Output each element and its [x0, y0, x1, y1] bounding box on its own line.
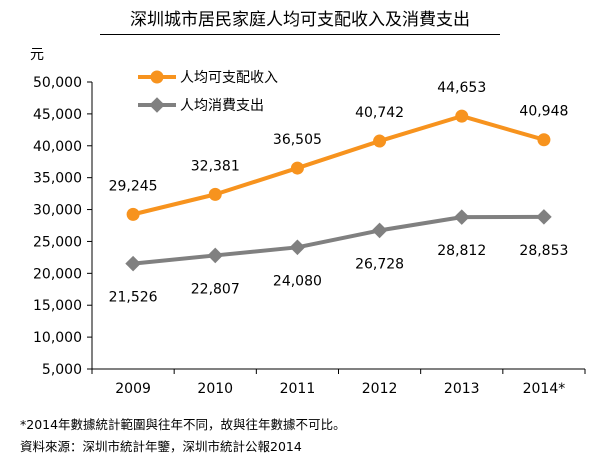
income-point	[537, 133, 551, 147]
income-point	[126, 207, 140, 221]
y-tick-label: 35,000	[33, 171, 82, 187]
series-line-2	[132, 214, 544, 266]
legend-label: 人均可支配收入	[180, 70, 278, 86]
y-axis-ticks: 5,000 10,000 15,000 20,000 25,000 30,000 35,00…	[33, 75, 92, 378]
series-line-1	[132, 114, 545, 217]
x-axis-ticks: 2009 2010 2011 2012 2013 2014*	[91, 369, 586, 397]
y-tick-label: 5,000	[42, 362, 82, 378]
income-point	[373, 134, 387, 148]
expenditure-data-label: 22,807	[191, 281, 240, 297]
x-tick-label: 2012	[362, 381, 398, 397]
x-tick-label: 2011	[280, 381, 316, 397]
y-tick-label: 25,000	[33, 234, 82, 250]
expenditure-point	[536, 209, 552, 225]
income-data-label: 44,653	[437, 80, 486, 96]
income-data-label: 40,948	[519, 104, 568, 120]
chart-series: 29,245 32,381 36,505 40,742 44,653 40,948 21,5…	[109, 80, 569, 305]
expenditure-point	[207, 247, 224, 264]
x-tick-label: 2013	[444, 381, 480, 397]
chart-title: 深圳城市居民家庭人均可支配收入及消費支出	[130, 10, 470, 30]
title-underline	[100, 34, 500, 35]
chart-axes	[91, 82, 585, 370]
income-data-label: 36,505	[273, 132, 322, 148]
expenditure-data-label: 21,526	[109, 290, 158, 306]
legend-marker-income	[150, 70, 164, 84]
y-tick-label: 40,000	[33, 139, 82, 155]
source-note: 資料來源：深圳市統計年鑒，深圳市統計公報2014	[20, 439, 302, 454]
y-tick-label: 50,000	[33, 75, 82, 91]
income-point	[208, 187, 222, 201]
income-data-label: 29,245	[109, 178, 158, 194]
x-tick-label: 2009	[115, 381, 151, 397]
expenditure-data-label: 24,080	[273, 273, 322, 289]
y-tick-label: 10,000	[33, 330, 82, 346]
footnote: *2014年數據統計範圍與往年不同，故與往年數據不可比。	[20, 417, 346, 432]
x-tick-label: 2010	[197, 381, 233, 397]
expenditure-point	[125, 255, 141, 272]
expenditure-data-label: 28,812	[437, 243, 486, 259]
expenditure-point	[453, 209, 470, 225]
income-data-label: 32,381	[191, 158, 240, 174]
y-tick-label: 15,000	[33, 298, 82, 314]
income-point	[290, 161, 304, 175]
expenditure-point	[371, 222, 388, 239]
legend-marker-expenditure	[149, 97, 165, 113]
y-tick-label: 30,000	[33, 203, 82, 219]
expenditure-point	[289, 239, 306, 256]
y-tick-label: 20,000	[33, 266, 82, 282]
expenditure-data-label: 28,853	[519, 243, 568, 259]
legend-label: 人均消費支出	[180, 98, 264, 114]
expenditure-data-label: 26,728	[355, 256, 404, 272]
income-point	[455, 109, 469, 123]
y-axis-unit-label: 元	[30, 47, 44, 63]
x-tick-label: 2014*	[523, 381, 566, 397]
y-tick-label: 45,000	[33, 107, 82, 123]
income-data-label: 40,742	[355, 105, 404, 121]
